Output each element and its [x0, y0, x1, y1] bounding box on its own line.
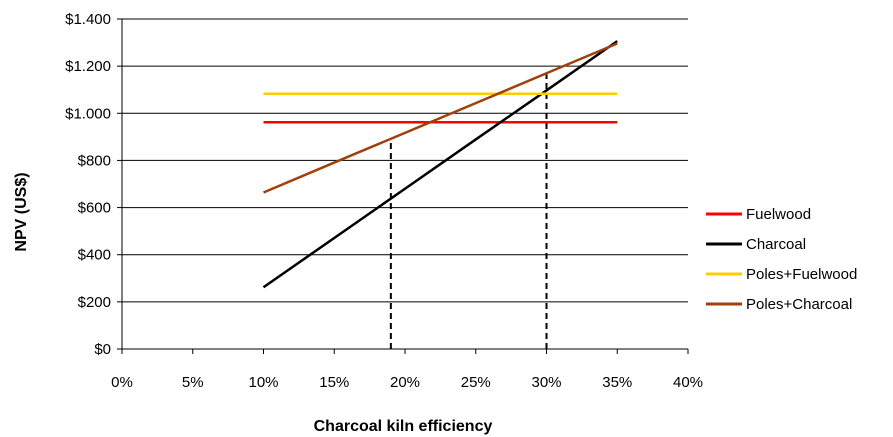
- y-axis: $0 $200 $400 $600 $800 $1.000 $1.200 $1.400: [65, 11, 123, 358]
- x-tick-label: 15%: [319, 374, 349, 391]
- y-tick-label: $0: [94, 341, 111, 358]
- legend-label: Fuelwood: [746, 206, 811, 223]
- grid-lines: [122, 18, 688, 350]
- x-axis: 0% 5% 10% 15% 20% 25% 30% 35% 40%: [111, 349, 703, 391]
- legend-label: Charcoal: [746, 236, 806, 253]
- x-tick-label: 35%: [602, 374, 632, 391]
- x-tick-label: 10%: [248, 374, 278, 391]
- x-axis-title: Charcoal kiln efficiency: [314, 418, 493, 435]
- y-tick-label: $1.400: [65, 11, 111, 28]
- x-tick-label: 25%: [461, 374, 491, 391]
- x-tick-label: 30%: [531, 374, 561, 391]
- legend: Fuelwood Charcoal Poles+Fuelwood Poles+Char…: [706, 206, 857, 313]
- x-tick-label: 5%: [182, 374, 204, 391]
- y-tick-label: $400: [78, 247, 111, 264]
- y-axis-title: NPV (US$): [13, 172, 30, 251]
- y-tick-label: $1.000: [65, 105, 111, 122]
- y-tick-label: $200: [78, 294, 111, 311]
- series-line-charcoal: [262, 40, 618, 289]
- x-tick-label: 0%: [111, 374, 133, 391]
- series-lines: [262, 40, 618, 289]
- series-line-poles-charcoal: [263, 42, 618, 194]
- x-tick-label: 40%: [673, 374, 703, 391]
- x-tick-label: 20%: [390, 374, 420, 391]
- y-tick-label: $800: [78, 152, 111, 169]
- reference-lines: [389, 73, 548, 349]
- y-tick-label: $1.200: [65, 58, 111, 75]
- legend-label: Poles+Fuelwood: [746, 266, 857, 283]
- legend-label: Poles+Charcoal: [746, 296, 852, 313]
- y-tick-label: $600: [78, 200, 111, 217]
